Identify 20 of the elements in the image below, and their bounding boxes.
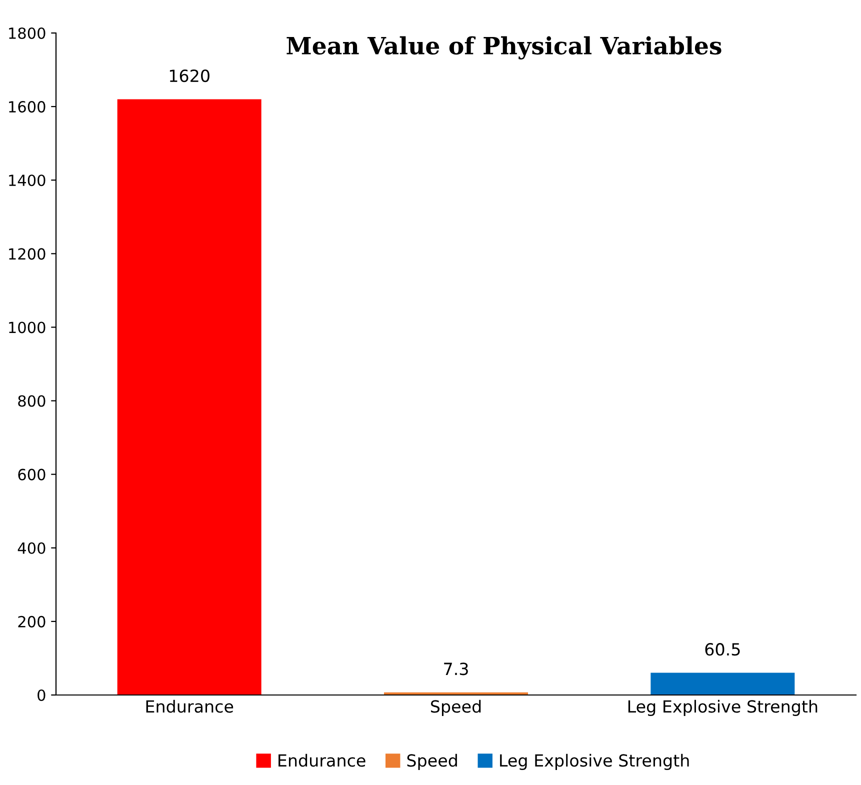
x-tick-label: Endurance <box>146 700 234 713</box>
legend-label: Speed <box>407 754 457 770</box>
y-tick-label: 800 <box>18 395 46 407</box>
legend-label: Endurance <box>278 754 366 767</box>
y-tick-label: 1200 <box>9 248 46 260</box>
chart-title: Mean Value of Physical Variables <box>286 36 722 60</box>
y-tick-label: 1400 <box>9 174 46 186</box>
y-tick-label: 1600 <box>9 101 46 113</box>
x-tick-label: Speed <box>430 700 481 716</box>
y-tick-label: 200 <box>18 616 46 628</box>
y-tick-label: 600 <box>18 468 46 480</box>
legend-label: Leg Explosive Strength <box>500 754 689 770</box>
y-tick-label: 1800 <box>9 27 46 40</box>
y-tick-label: 400 <box>18 542 46 554</box>
data-label: 60.5 <box>705 643 740 656</box>
y-tick-label: 0 <box>38 689 46 702</box>
data-label: 1620 <box>170 69 210 82</box>
data-label: 7.3 <box>444 662 468 676</box>
x-tick-label: Leg Explosive Strength <box>628 700 818 716</box>
y-tick-label: 1000 <box>9 322 46 334</box>
